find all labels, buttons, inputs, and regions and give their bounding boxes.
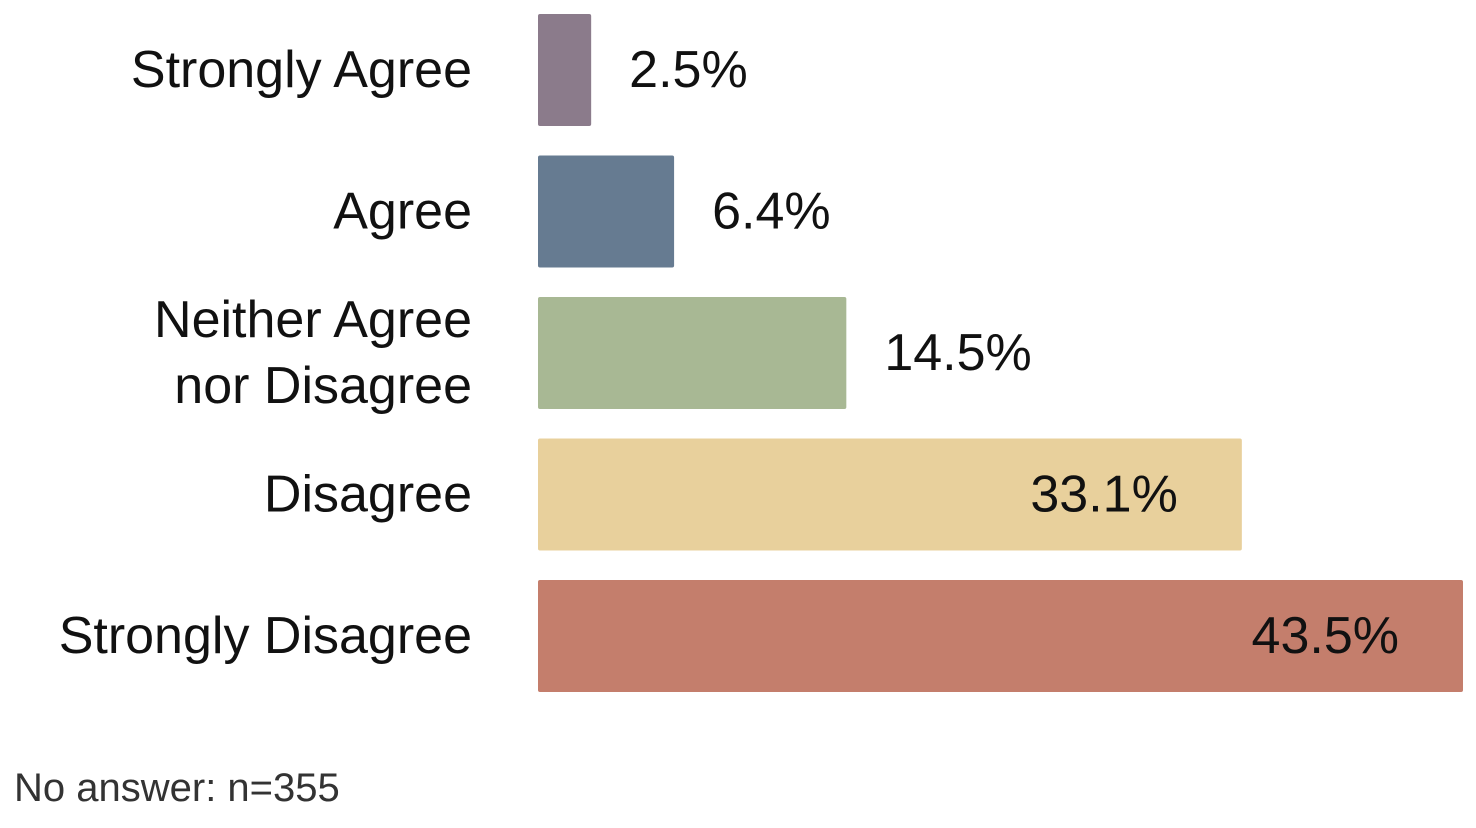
value-label-3: 33.1% (1030, 466, 1177, 524)
value-label-1: 6.4% (712, 183, 831, 241)
category-labels: Strongly Agree Agree Neither Agree nor Disa… (59, 41, 472, 665)
category-label-0: Strongly Agree (131, 41, 472, 99)
category-label-3-line-0: Disagree (264, 466, 472, 524)
value-label-4: 43.5% (1252, 607, 1399, 665)
category-label-2-line-0: Neither Agree (154, 291, 472, 349)
bar-0 (538, 14, 592, 126)
bar-4 (538, 580, 1463, 692)
bar-3 (538, 438, 1242, 551)
category-label-4-line-0: Strongly Disagree (59, 607, 472, 665)
value-label-2: 14.5% (884, 324, 1031, 382)
category-label-0-line-0: Strongly Agree (131, 41, 472, 99)
category-label-4: Strongly Disagree (59, 607, 472, 665)
value-labels: 2.5% 6.4% 14.5% 33.1% 43.5% (629, 41, 1399, 665)
value-label-0: 2.5% (629, 41, 748, 99)
bar-1 (538, 155, 675, 268)
category-label-2-line-1: nor Disagree (174, 357, 472, 415)
category-label-3: Disagree (264, 466, 472, 524)
category-label-1: Agree (333, 183, 472, 241)
bar-2 (538, 297, 847, 409)
category-label-1-line-0: Agree (333, 183, 472, 241)
footnote: No answer: n=355 (14, 766, 340, 810)
category-label-2: Neither Agree nor Disagree (154, 291, 472, 415)
bars-layer (538, 14, 1463, 692)
